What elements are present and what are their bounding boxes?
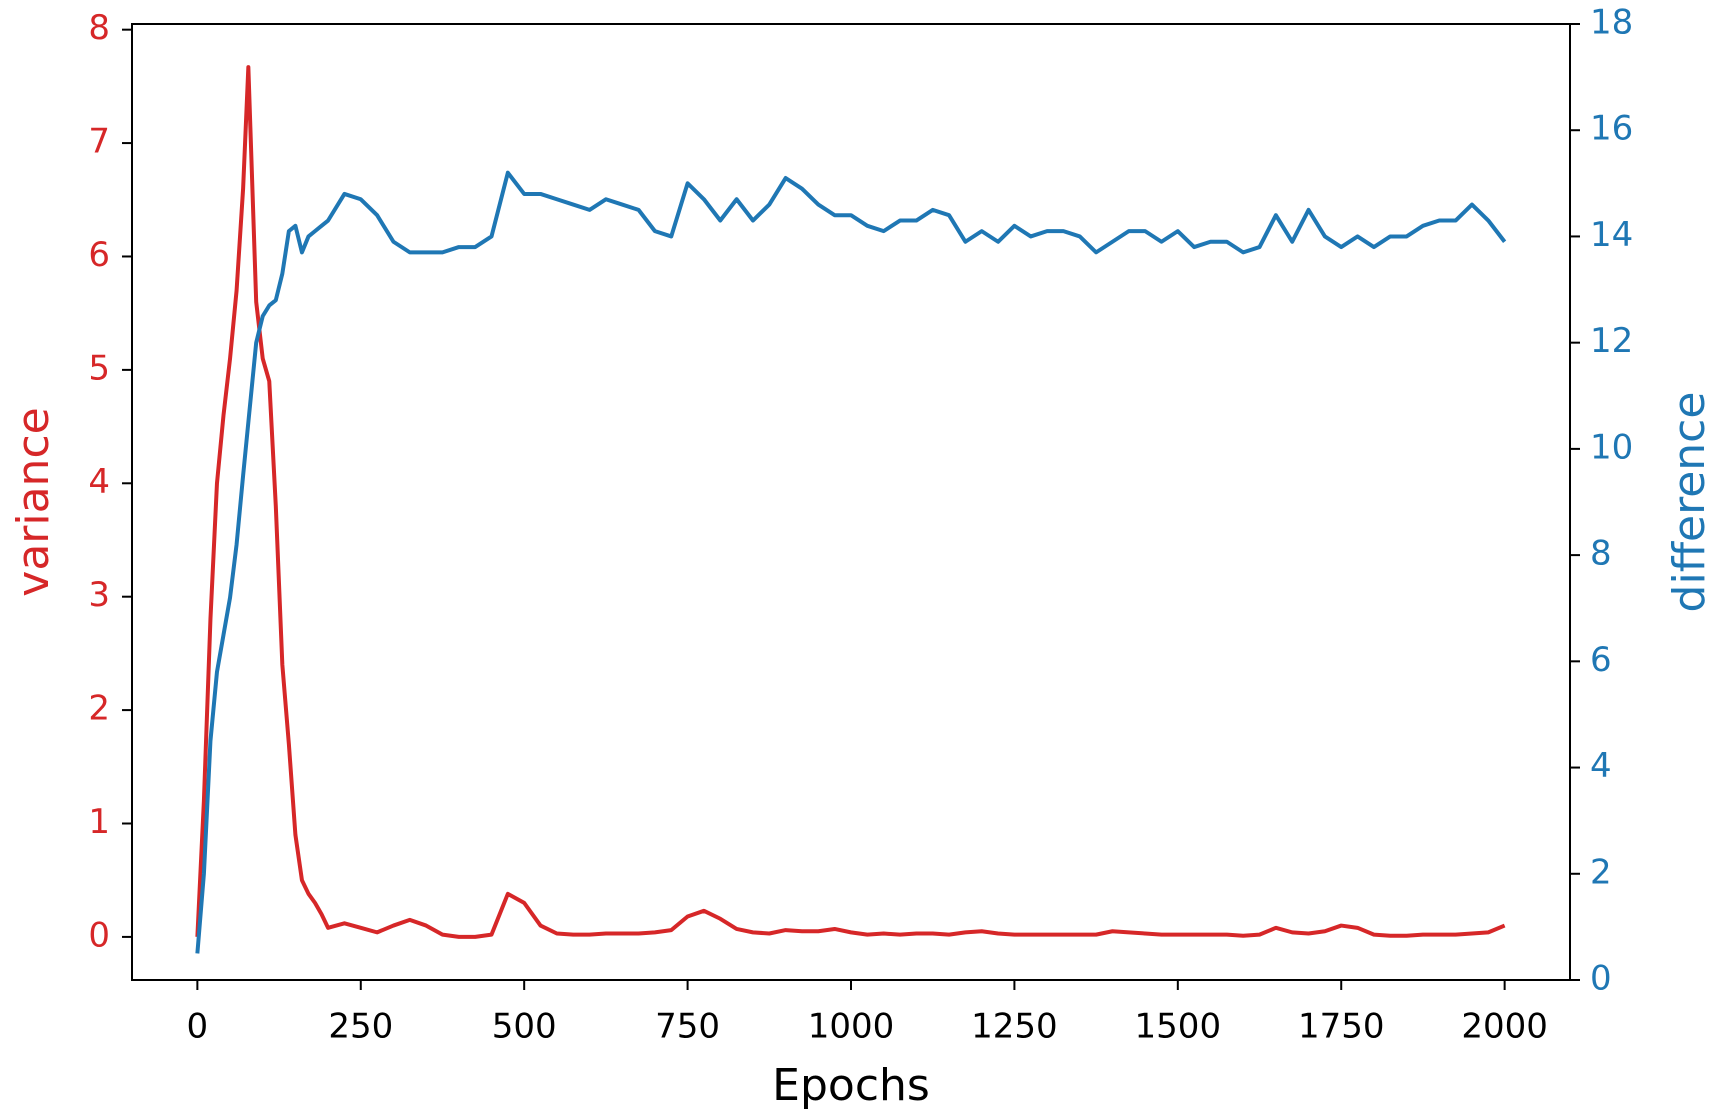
y-tick-label: 5 — [88, 348, 110, 388]
y-tick-label: 7 — [88, 122, 110, 162]
x-tick-label: 250 — [328, 1007, 393, 1047]
y2-tick-label: 2 — [1590, 852, 1612, 892]
y-tick-label: 1 — [88, 802, 110, 842]
series-line — [195, 170, 1507, 954]
y-tick-label: 3 — [88, 575, 110, 615]
y-tick-label: 8 — [88, 8, 110, 48]
y2-tick-label: 18 — [1590, 3, 1633, 43]
y2-tick-label: 12 — [1590, 321, 1633, 361]
y-axis-label: variance — [8, 407, 59, 596]
y2-tick-label: 4 — [1590, 746, 1612, 786]
x-axis-label: Epochs — [772, 1060, 930, 1111]
y-tick-label: 0 — [88, 915, 110, 955]
y2-axis-label: difference — [1664, 392, 1715, 613]
y-tick-label: 2 — [88, 689, 110, 729]
y2-tick-label: 6 — [1590, 640, 1612, 680]
y2-tick-label: 0 — [1590, 959, 1612, 999]
x-tick-label: 1250 — [971, 1007, 1058, 1047]
y2-tick-label: 8 — [1590, 534, 1612, 574]
x-tick-label: 1000 — [808, 1007, 895, 1047]
y-tick-label: 6 — [88, 235, 110, 275]
y2-tick-label: 10 — [1590, 427, 1633, 467]
x-tick-label: 2000 — [1461, 1007, 1548, 1047]
y-tick-label: 4 — [88, 462, 110, 502]
plot-frame — [131, 23, 1571, 981]
x-tick-label: 0 — [187, 1007, 209, 1047]
y2-tick-label: 14 — [1590, 215, 1633, 255]
x-tick-label: 1500 — [1135, 1007, 1222, 1047]
y2-tick-label: 16 — [1590, 109, 1633, 149]
x-tick-label: 1750 — [1298, 1007, 1385, 1047]
series-line — [195, 65, 1506, 939]
x-tick-label: 750 — [655, 1007, 720, 1047]
x-tick-label: 500 — [492, 1007, 557, 1047]
